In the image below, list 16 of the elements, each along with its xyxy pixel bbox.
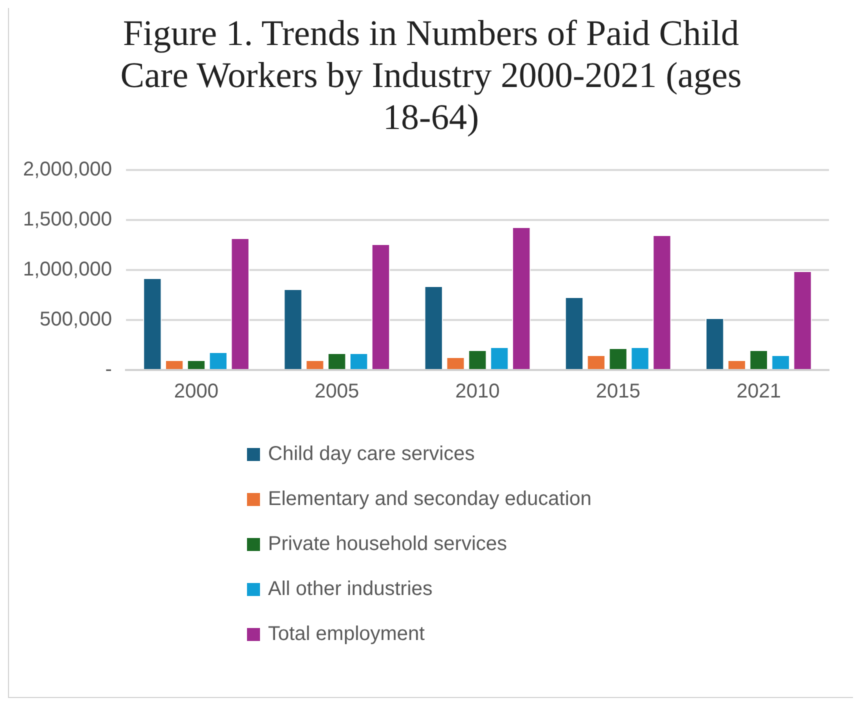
legend-label: All other industries <box>268 578 433 601</box>
y-tick-label: 1,500,000 <box>22 208 112 231</box>
x-tick-label: 2021 <box>736 380 781 403</box>
legend-label: Total employment <box>268 623 425 646</box>
x-tick-label: 2000 <box>174 380 219 403</box>
y-tick-label: 2,000,000 <box>22 158 112 181</box>
y-tick-label: 500,000 <box>40 308 112 331</box>
x-tick-label: 2010 <box>455 380 500 403</box>
chart-title: Figure 1. Trends in Numbers of Paid Child Care Workers by Industry 2000-2021 (ages 18-64) <box>119 12 743 138</box>
legend-label: Child day care services <box>268 443 475 466</box>
y-tick-label: 1,000,000 <box>22 258 112 281</box>
x-tick-label: 2005 <box>314 380 360 403</box>
x-tick-label: 2015 <box>596 380 640 403</box>
legend-label: Private household services <box>268 533 508 556</box>
y-tick-label: - <box>105 358 112 381</box>
legend-label: Elementary and seconday education <box>268 488 592 511</box>
